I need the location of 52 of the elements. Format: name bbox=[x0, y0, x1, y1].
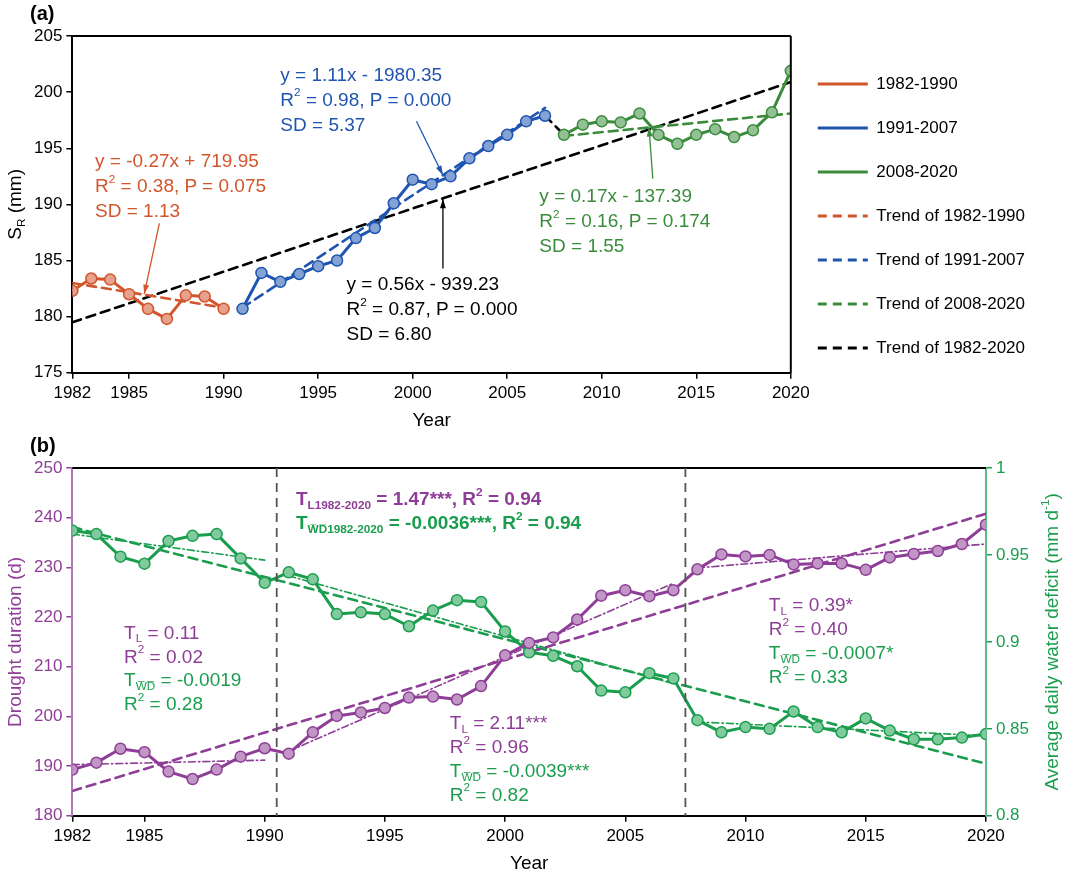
y-axis-title: SR (mm) bbox=[4, 169, 27, 240]
legend-label: 1982-1990 bbox=[876, 73, 958, 93]
y-tick-label: 205 bbox=[33, 25, 63, 45]
y-tick-label: 185 bbox=[33, 250, 63, 270]
y-tick-label: 180 bbox=[33, 805, 63, 825]
y-tick-label: 175 bbox=[33, 362, 63, 382]
x-axis-title: Year bbox=[509, 851, 550, 873]
x-tick-label: 2015 bbox=[846, 825, 885, 845]
x-tick-label: 2005 bbox=[488, 382, 527, 402]
x-tick-label: 2000 bbox=[486, 825, 525, 845]
legend-label: Trend of 1982-1990 bbox=[876, 205, 1025, 225]
x-tick-label: 2000 bbox=[393, 382, 432, 402]
y2-tick-label: 0.85 bbox=[995, 718, 1030, 738]
chart-title: (a) bbox=[30, 1, 55, 24]
x-tick-label: 1985 bbox=[125, 825, 164, 845]
y-tick-label: 180 bbox=[33, 306, 63, 326]
y-tick-label: 210 bbox=[33, 656, 63, 676]
y-tick-label: 200 bbox=[33, 81, 63, 101]
legend-label: 2008-2020 bbox=[876, 161, 958, 181]
y-tick-label: 195 bbox=[33, 137, 63, 157]
x-tick-label: 1982 bbox=[53, 382, 92, 402]
y-tick-label: 230 bbox=[33, 557, 63, 577]
y2-tick-label: 0.8 bbox=[995, 805, 1020, 825]
x-tick-label: 1982 bbox=[53, 825, 92, 845]
x-axis-title: Year bbox=[412, 408, 452, 430]
y-axis-title: Drought duration (d) bbox=[4, 556, 26, 727]
x-tick-label: 1985 bbox=[110, 382, 148, 402]
y-tick-label: 190 bbox=[33, 755, 63, 775]
x-tick-label: 2010 bbox=[726, 825, 765, 845]
y-tick-label: 190 bbox=[33, 194, 63, 214]
y-tick-label: 220 bbox=[33, 606, 63, 626]
x-tick-label: 2015 bbox=[677, 382, 716, 402]
x-tick-label: 2020 bbox=[967, 825, 1005, 845]
x-tick-label: 1990 bbox=[204, 382, 243, 402]
legend-label: Trend of 1982-2020 bbox=[876, 337, 1025, 357]
y-tick-label: 200 bbox=[33, 706, 63, 726]
x-tick-label: 1995 bbox=[365, 825, 404, 845]
x-tick-label: 1990 bbox=[245, 825, 284, 845]
x-tick-label: 2020 bbox=[771, 382, 810, 402]
y2-tick-label: 0.9 bbox=[995, 631, 1020, 651]
y-tick-label: 240 bbox=[33, 507, 63, 527]
chart-title: (b) bbox=[30, 433, 56, 456]
y-tick-label: 250 bbox=[33, 457, 63, 477]
legend-label: 1991-2007 bbox=[876, 117, 958, 137]
x-tick-label: 2010 bbox=[582, 382, 621, 402]
y2-tick-label: 0.95 bbox=[995, 544, 1030, 564]
legend-label: Trend of 2008-2020 bbox=[876, 293, 1025, 313]
x-tick-label: 1995 bbox=[299, 382, 338, 402]
y2-tick-label: 1 bbox=[995, 457, 1006, 477]
x-tick-label: 2005 bbox=[606, 825, 645, 845]
legend-label: Trend of 1991-2007 bbox=[876, 249, 1025, 269]
y2-axis-title: Average daily water deficit (mm d-1) bbox=[1038, 493, 1063, 791]
